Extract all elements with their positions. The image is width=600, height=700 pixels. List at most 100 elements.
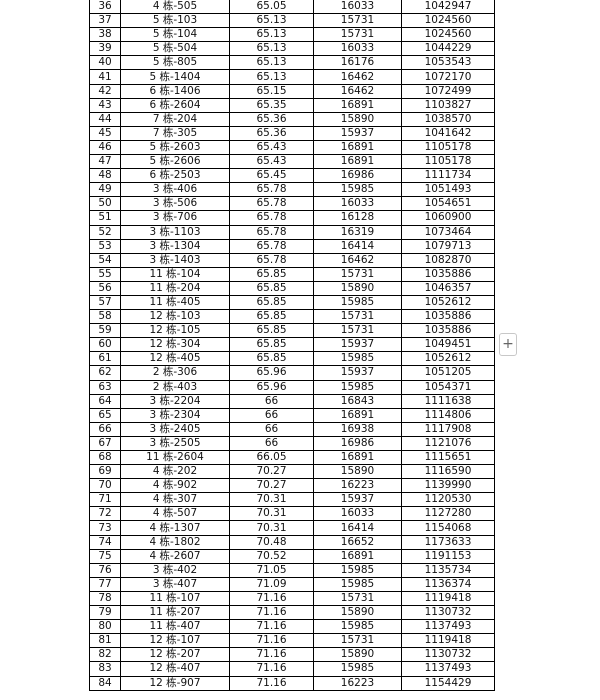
unit-price-cell: 16891 [313, 449, 402, 466]
unit-price-cell: 16843 [313, 393, 402, 409]
unit-price-cell: 16986 [313, 435, 402, 452]
table-row: 57 11 栋-405 65.85 15985 1052612 [89, 294, 495, 311]
total-price-cell: 1054651 [401, 196, 495, 212]
area-cell: 71.09 [229, 576, 314, 592]
unit-cell: 5 栋-103 [120, 13, 230, 29]
area-cell: 65.43 [229, 139, 314, 156]
total-price-cell: 1120530 [401, 492, 495, 508]
unit-cell: 5 栋-2603 [120, 139, 230, 156]
total-price-cell: 1035886 [401, 266, 495, 282]
unit-cell: 5 栋-805 [120, 55, 230, 71]
row-number-cell: 78 [89, 590, 121, 607]
row-number-cell: 48 [89, 168, 121, 184]
table-row: 74 4 栋-1802 70.48 16652 1173633 [89, 534, 495, 550]
total-price-cell: 1072170 [401, 69, 495, 85]
table-row: 80 11 栋-407 71.16 15985 1137493 [89, 619, 495, 635]
table-row: 75 4 栋-2607 70.52 16891 1191153 [89, 548, 495, 564]
unit-cell: 4 栋-1307 [120, 520, 230, 536]
area-cell: 65.96 [229, 365, 314, 381]
row-number-cell: 58 [89, 309, 121, 325]
table-row: 41 5 栋-1404 65.13 16462 1072170 [89, 69, 495, 85]
table-row: 51 3 栋-706 65.78 16128 1060900 [89, 210, 495, 226]
area-cell: 65.96 [229, 379, 314, 395]
table-row: 78 11 栋-107 71.16 15731 1119418 [89, 590, 495, 607]
table-row: 83 12 栋-407 71.16 15985 1137493 [89, 661, 495, 677]
total-price-cell: 1024560 [401, 27, 495, 43]
row-number-cell: 50 [89, 196, 121, 212]
table-row: 46 5 栋-2603 65.43 16891 1105178 [89, 139, 495, 156]
area-cell: 65.78 [229, 238, 314, 254]
table-row: 70 4 栋-902 70.27 16223 1139990 [89, 478, 495, 494]
total-price-cell: 1119418 [401, 633, 495, 649]
area-cell: 65.78 [229, 196, 314, 212]
total-price-cell: 1114806 [401, 407, 495, 423]
row-number-cell: 52 [89, 224, 121, 240]
unit-cell: 12 栋-405 [120, 351, 230, 367]
unit-cell: 6 栋-2503 [120, 168, 230, 184]
table-row: 40 5 栋-805 65.13 16176 1053543 [89, 55, 495, 71]
table-row: 66 3 栋-2405 66 16938 1117908 [89, 421, 495, 437]
total-price-cell: 1051493 [401, 182, 495, 198]
area-cell: 65.78 [229, 224, 314, 240]
area-cell: 65.15 [229, 83, 314, 99]
total-price-cell: 1052612 [401, 294, 495, 311]
row-number-cell: 39 [89, 41, 121, 57]
unit-cell: 5 栋-504 [120, 41, 230, 57]
table-row: 84 12 栋-907 71.16 16223 1154429 [89, 675, 495, 691]
total-price-cell: 1116590 [401, 464, 495, 480]
row-number-cell: 57 [89, 294, 121, 311]
table-row: 44 7 栋-204 65.36 15890 1038570 [89, 111, 495, 127]
total-price-cell: 1051205 [401, 365, 495, 381]
unit-cell: 6 栋-2604 [120, 97, 230, 113]
total-price-cell: 1154068 [401, 520, 495, 536]
unit-cell: 3 栋-2304 [120, 407, 230, 423]
total-price-cell: 1115651 [401, 449, 495, 466]
unit-price-cell: 15890 [313, 605, 402, 621]
total-price-cell: 1072499 [401, 83, 495, 99]
total-price-cell: 1046357 [401, 280, 495, 296]
unit-price-cell: 16462 [313, 252, 402, 268]
row-number-cell: 37 [89, 13, 121, 29]
total-price-cell: 1111638 [401, 393, 495, 409]
unit-cell: 3 栋-2204 [120, 393, 230, 409]
table-row: 71 4 栋-307 70.31 15937 1120530 [89, 492, 495, 508]
unit-price-cell: 16891 [313, 154, 402, 170]
table-row: 81 12 栋-107 71.16 15731 1119418 [89, 633, 495, 649]
unit-cell: 4 栋-902 [120, 478, 230, 494]
area-cell: 70.31 [229, 520, 314, 536]
total-price-cell: 1041642 [401, 125, 495, 141]
unit-cell: 3 栋-1403 [120, 252, 230, 268]
unit-price-cell: 15985 [313, 182, 402, 198]
unit-price-cell: 16891 [313, 548, 402, 564]
area-cell: 65.05 [229, 0, 314, 15]
total-price-cell: 1111734 [401, 168, 495, 184]
row-number-cell: 44 [89, 111, 121, 127]
unit-cell: 12 栋-105 [120, 323, 230, 339]
row-number-cell: 41 [89, 69, 121, 85]
row-number-cell: 61 [89, 351, 121, 367]
area-cell: 65.78 [229, 210, 314, 226]
total-price-cell: 1127280 [401, 506, 495, 522]
area-cell: 65.85 [229, 280, 314, 296]
area-cell: 65.13 [229, 69, 314, 85]
unit-price-cell: 16414 [313, 520, 402, 536]
unit-price-cell: 15937 [313, 492, 402, 508]
add-row-button[interactable]: + [499, 333, 517, 356]
unit-price-cell: 16986 [313, 168, 402, 184]
unit-cell: 4 栋-2607 [120, 548, 230, 564]
row-number-cell: 54 [89, 252, 121, 268]
unit-cell: 4 栋-505 [120, 0, 230, 15]
unit-price-cell: 15731 [313, 633, 402, 649]
unit-cell: 12 栋-107 [120, 633, 230, 649]
area-cell: 71.16 [229, 647, 314, 663]
table-row: 55 11 栋-104 65.85 15731 1035886 [89, 266, 495, 282]
total-price-cell: 1121076 [401, 435, 495, 452]
unit-price-cell: 16176 [313, 55, 402, 71]
area-cell: 66 [229, 393, 314, 409]
row-number-cell: 36 [89, 0, 121, 15]
unit-cell: 3 栋-402 [120, 562, 230, 578]
unit-cell: 11 栋-104 [120, 266, 230, 282]
row-number-cell: 46 [89, 139, 121, 156]
total-price-cell: 1119418 [401, 590, 495, 607]
unit-cell: 3 栋-406 [120, 182, 230, 198]
